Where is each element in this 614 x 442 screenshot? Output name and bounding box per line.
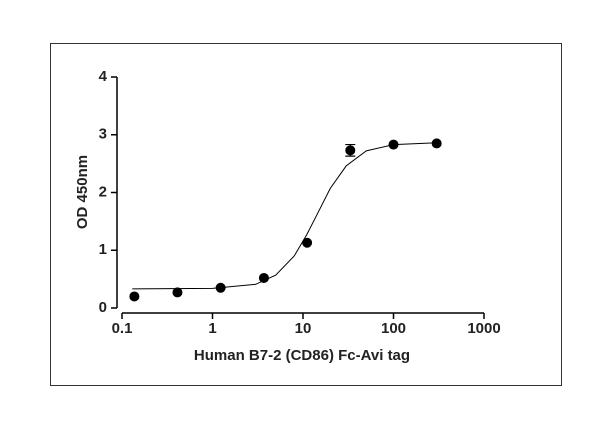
data-point — [215, 282, 226, 293]
data-point — [388, 139, 399, 150]
data-point — [129, 291, 140, 302]
frame — [50, 43, 562, 386]
data-point — [258, 272, 269, 283]
y-axis-label: OD 450nm — [74, 155, 91, 229]
data-point — [345, 145, 356, 156]
fit-curve — [132, 142, 437, 290]
y-tick-label: 1 — [99, 241, 107, 258]
x-tick-label: 0.1 — [112, 320, 133, 337]
y-tick-label: 4 — [99, 68, 108, 85]
data-point — [302, 237, 313, 248]
data-point — [431, 138, 442, 149]
data-point — [172, 287, 183, 298]
x-tick-label: 1000 — [467, 320, 500, 337]
x-tick-label: 100 — [381, 320, 406, 337]
y-tick-label: 0 — [99, 299, 107, 316]
y-tick-label: 3 — [99, 126, 107, 143]
x-tick-label: 1 — [208, 320, 216, 337]
x-tick-label: 10 — [295, 320, 312, 337]
y-tick-label: 2 — [99, 183, 107, 200]
x-axis-label: Human B7-2 (CD86) Fc-Avi tag — [194, 347, 410, 364]
